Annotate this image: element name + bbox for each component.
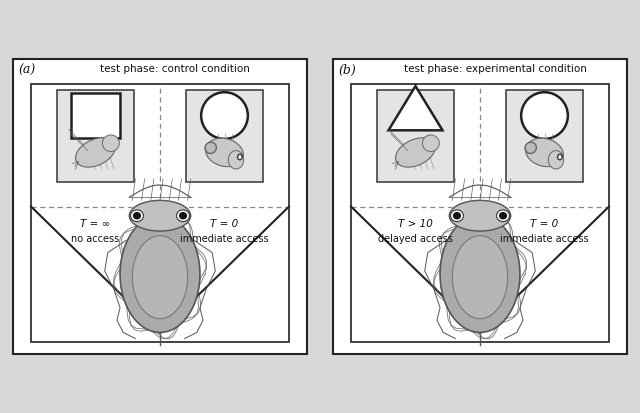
Ellipse shape [521,92,568,139]
Ellipse shape [205,142,216,153]
Ellipse shape [557,154,562,160]
Ellipse shape [237,154,242,160]
Bar [31,83,289,342]
Ellipse shape [228,151,244,169]
Ellipse shape [180,213,186,219]
Text: no access: no access [72,234,120,244]
Ellipse shape [201,92,248,139]
Bar [186,90,263,182]
Ellipse shape [205,138,243,167]
Ellipse shape [525,142,536,153]
Ellipse shape [132,236,188,318]
Ellipse shape [131,210,143,221]
Text: T = ∞: T = ∞ [81,219,111,229]
Bar [57,90,134,182]
Ellipse shape [440,216,520,332]
Text: T = 0: T = 0 [211,219,239,229]
Bar [71,93,120,138]
Ellipse shape [452,236,508,318]
Text: delayed access: delayed access [378,234,453,244]
Text: test phase: control condition: test phase: control condition [100,64,250,74]
Text: immediate access: immediate access [500,234,589,244]
Text: immediate access: immediate access [180,234,269,244]
Text: test phase: experimental condition: test phase: experimental condition [404,64,587,74]
Text: T = 0: T = 0 [531,219,559,229]
Ellipse shape [548,151,564,169]
Ellipse shape [102,135,119,152]
Ellipse shape [449,200,511,231]
Ellipse shape [422,135,439,152]
Ellipse shape [177,210,189,221]
Bar [506,90,583,182]
Ellipse shape [76,138,115,167]
Ellipse shape [500,213,506,219]
Text: T > 10: T > 10 [398,219,433,229]
Ellipse shape [451,210,463,221]
Bar [377,90,454,182]
Ellipse shape [120,216,200,332]
Ellipse shape [525,138,563,167]
Text: (a): (a) [19,64,36,77]
Ellipse shape [134,213,140,219]
Ellipse shape [454,213,460,219]
Ellipse shape [396,138,435,167]
Polygon shape [388,86,442,131]
Ellipse shape [497,210,509,221]
Bar [351,83,609,342]
Text: (b): (b) [339,64,356,77]
Ellipse shape [129,200,191,231]
